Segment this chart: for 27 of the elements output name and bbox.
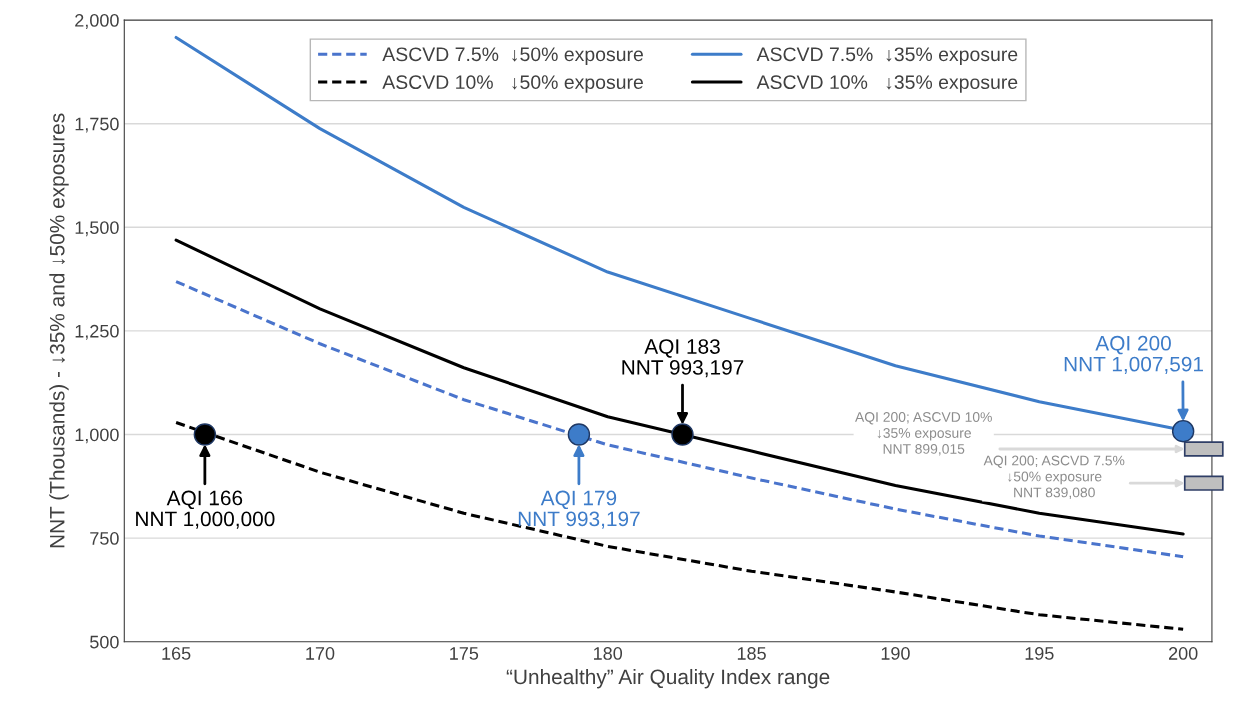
annotation: AQI 166 NNT 1,000,000: [136, 490, 275, 529]
x-tick-label: 185: [737, 647, 766, 660]
y-tick-label: 1,500: [75, 221, 119, 237]
x-tick-label: 170: [306, 647, 335, 660]
legend-label: ASCVD 10% ↓35% exposure: [756, 75, 1018, 93]
y-tick-label: 2,000: [75, 14, 119, 29]
y-axis-title: NNT (Thousands) - ↓35% and ↓50% exposures: [49, 113, 69, 548]
x-tick-label: 200: [1169, 647, 1198, 660]
annotation: AQI 200; ASCVD 7.5% ↓50% exposure NNT 839,080: [983, 455, 1125, 499]
x-axis-title: “Unhealthy” Air Quality Index range: [506, 668, 830, 689]
y-tick-label: 1,750: [75, 117, 119, 133]
annotation: AQI 200; ASCVD 10% ↓35% exposure NNT 899,015: [855, 412, 992, 456]
annotation: AQI 179 NNT 993,197: [518, 490, 640, 529]
x-tick-label: 175: [450, 647, 479, 660]
y-tick-label: 750: [90, 532, 119, 545]
legend-label: ASCVD 7.5% ↓35% exposure: [756, 47, 1018, 66]
y-tick-label: 1,250: [75, 324, 119, 340]
y-tick-label: 1,000: [75, 428, 119, 444]
legend-label: ASCVD 10% ↓50% exposure: [382, 75, 643, 93]
legend-label: ASCVD 7.5% ↓50% exposure: [382, 47, 643, 66]
y-tick-label: 500: [90, 635, 119, 649]
x-tick-label: 190: [881, 647, 910, 660]
x-tick-label: 195: [1025, 647, 1054, 660]
x-tick-label: 180: [594, 647, 623, 660]
annotation: AQI 200 NNT 1,007,591: [1064, 335, 1203, 374]
x-tick-label: 165: [162, 647, 191, 660]
annotation: AQI 183 NNT 993,197: [622, 339, 744, 378]
